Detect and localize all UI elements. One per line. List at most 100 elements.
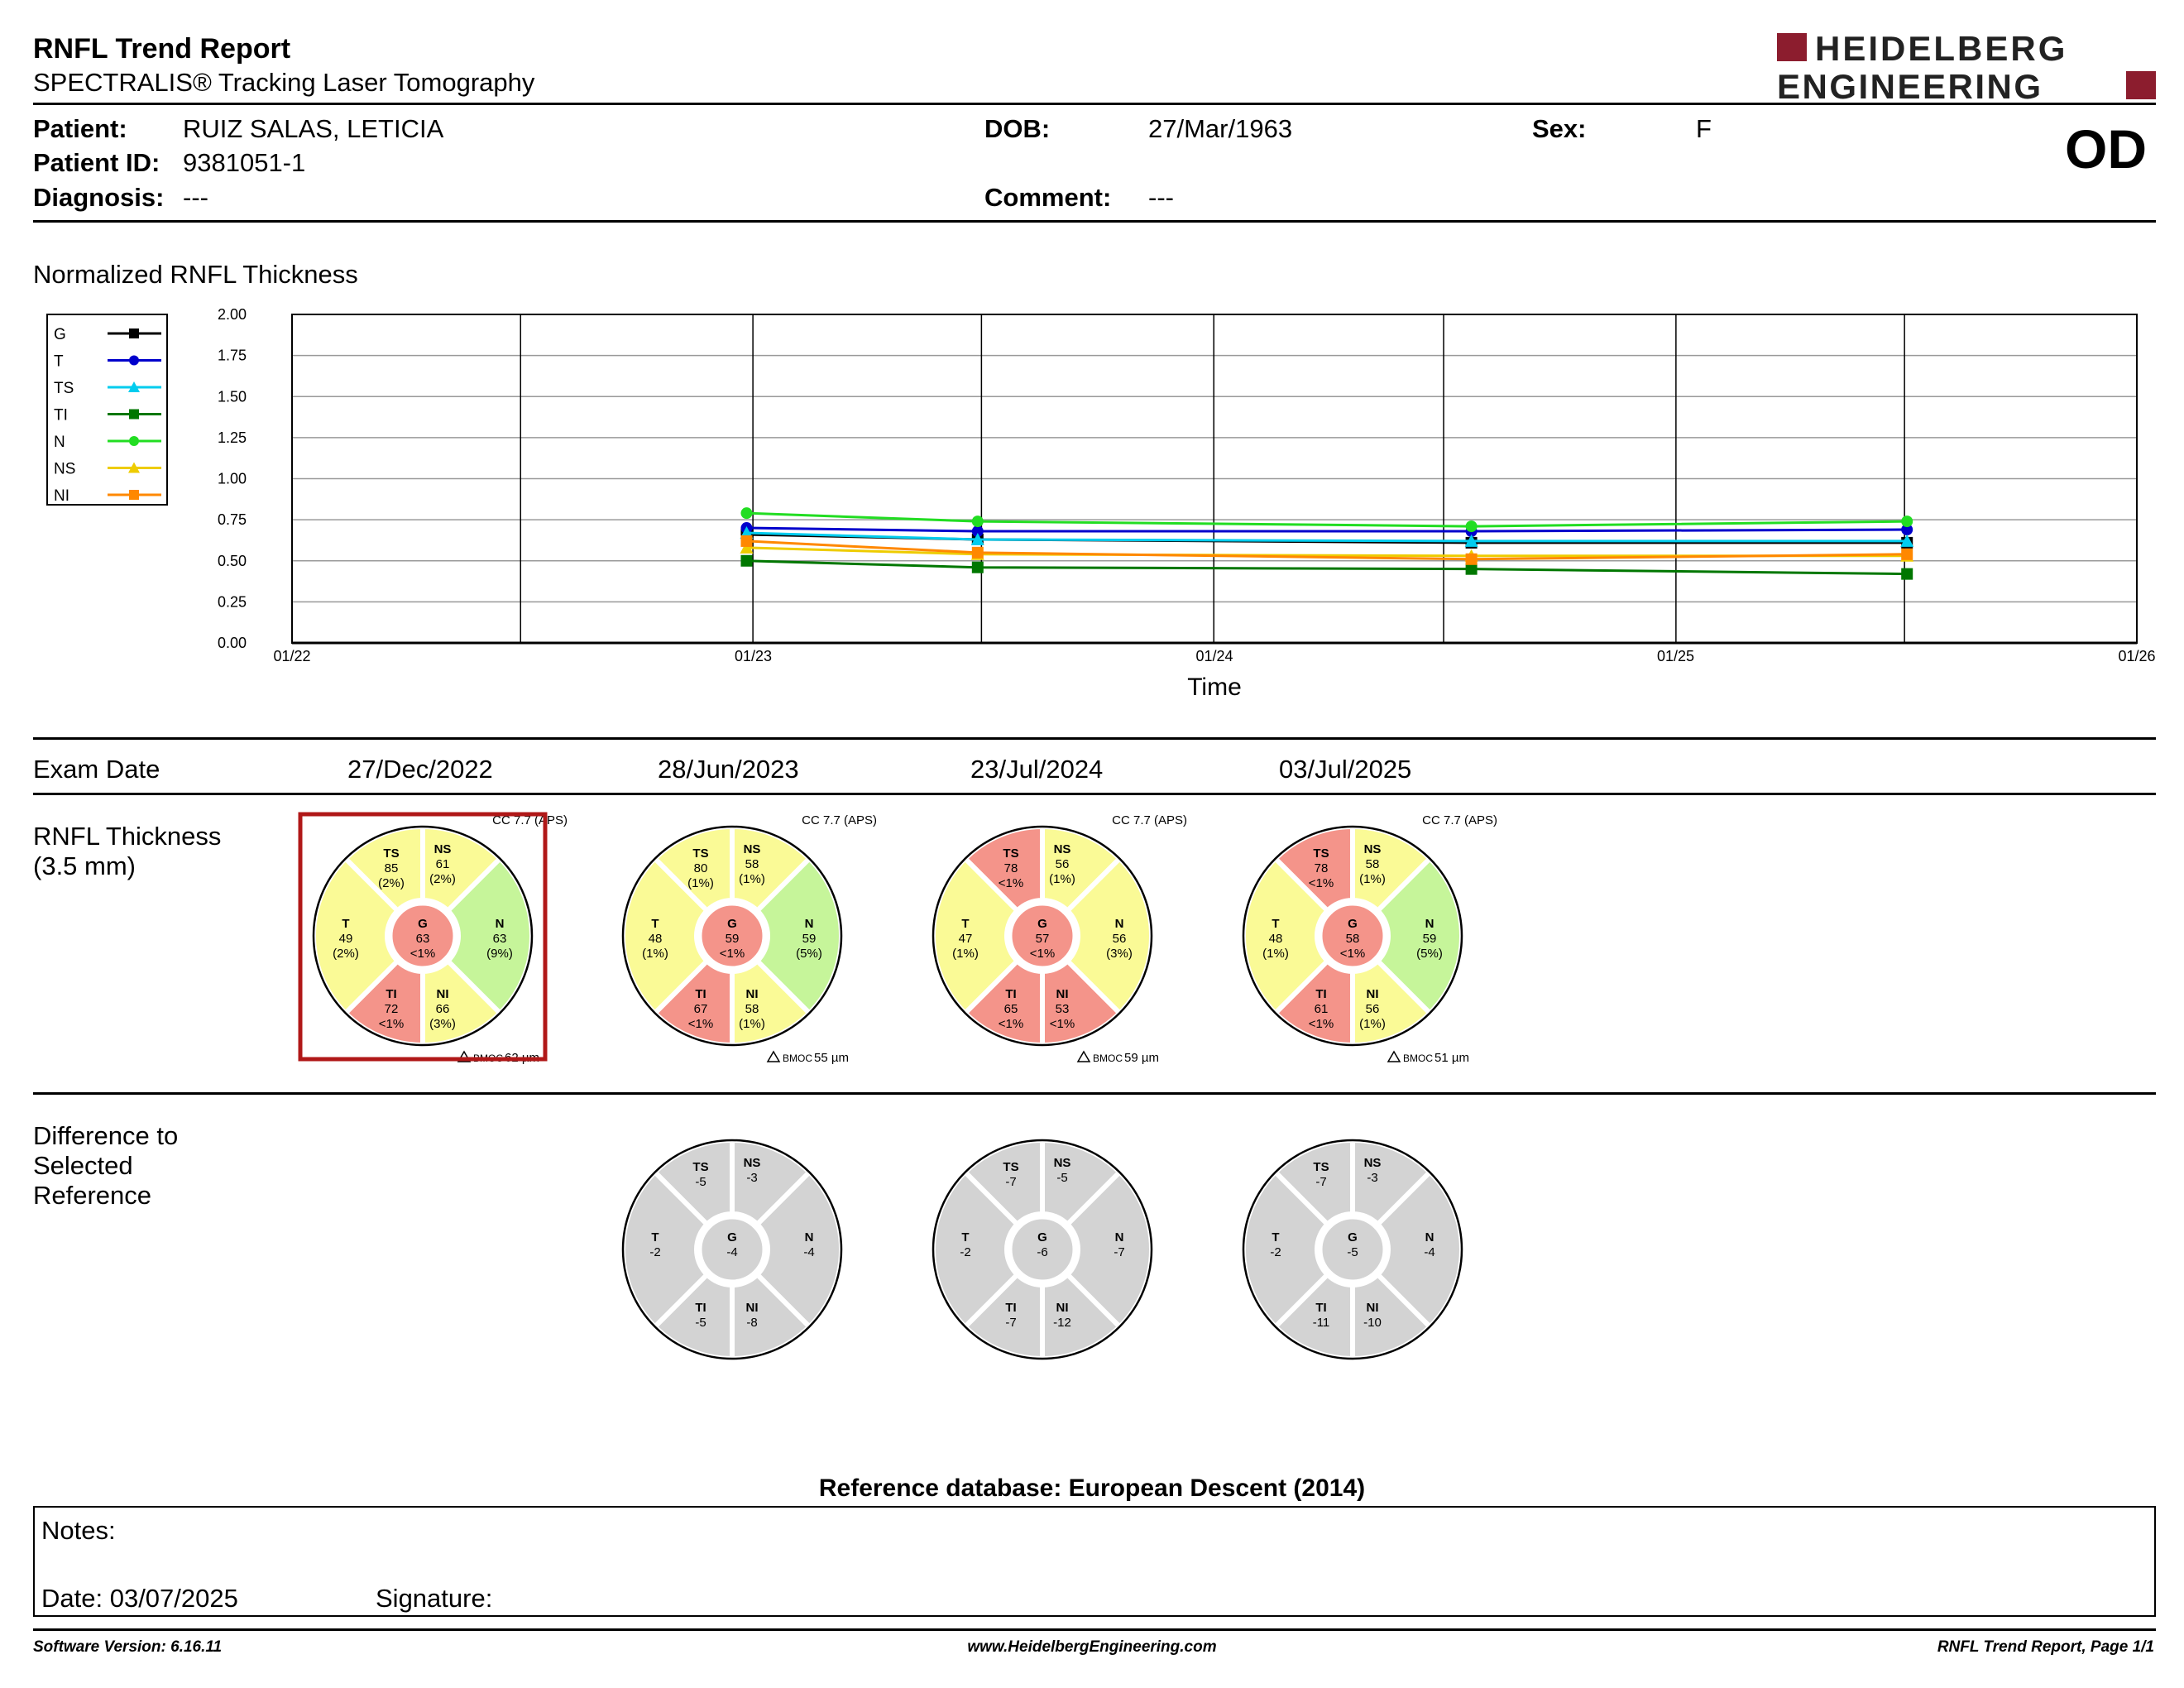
sector-value-ts: 78: [1315, 861, 1329, 875]
series-line-ti: [746, 559, 1908, 576]
data-point-n: [1465, 520, 1478, 533]
sector-value-n: 59: [1423, 932, 1437, 946]
sector-value-t: 49: [339, 932, 353, 946]
sector-pct-ti: <1%: [688, 1017, 713, 1031]
legend-marker-g: [129, 328, 139, 338]
sector-pct-n: (3%): [1106, 947, 1133, 961]
dob-value: 27/Mar/1963: [1148, 114, 1293, 143]
y-tick-label: 0.50: [218, 553, 247, 569]
sector-pct-ns: (1%): [739, 872, 765, 886]
legend-label-ni: NI: [54, 487, 69, 505]
data-point-n: [740, 507, 753, 520]
series-n: [740, 507, 1913, 533]
thickness-circles-row: TS 85 (2%) NS 61 (2%) N 63 (9%) NI 66 (3%) TI 72 <1% T 4…: [0, 809, 2184, 1074]
sector-label-ni: NI: [746, 1301, 759, 1315]
heidelberg-logo: HEIDELBERG ENGINEERING: [1777, 29, 2158, 106]
bmoc-label: BMOC: [783, 1053, 812, 1064]
data-point-t: [1901, 524, 1913, 536]
y-tick-label: 1.50: [218, 388, 247, 405]
report-subtitle: SPECTRALIS® Tracking Laser Tomography: [33, 68, 535, 97]
difference-circle-4: TS-7 NS-3 N-4 NI-10 TI-11 T-2 G-5: [1241, 1137, 1464, 1362]
patient-id-label: Patient ID:: [33, 148, 160, 177]
sector-pct-ns: (1%): [1049, 872, 1075, 886]
sector-pct-g: <1%: [1030, 947, 1055, 961]
cc-label: CC 7.7 (APS): [1112, 813, 1187, 827]
sector-label-ti: TI: [695, 1301, 706, 1315]
data-point-ti: [740, 554, 753, 567]
series-line-ts: [746, 531, 1908, 543]
difference-circles-svg: TS-5NS-3N-4NI-8TI-5T-2G-4TS-7NS-5N-7NI-1…: [620, 1137, 1464, 1362]
sector-label-n: N: [1115, 1230, 1124, 1244]
data-point-ni: [1901, 548, 1913, 560]
sector-diff-ni: -12: [1053, 1316, 1071, 1330]
sector-label-t: T: [651, 917, 659, 931]
sector-diff-n: -4: [1424, 1245, 1434, 1259]
sector-diff-ni: -8: [746, 1316, 757, 1330]
sector-label-ts: TS: [692, 1160, 708, 1174]
data-point-ts: [1900, 534, 1914, 547]
signature-label: Signature:: [376, 1584, 493, 1613]
patient-label: Patient:: [33, 114, 127, 143]
bmoc-label: BMOC: [1093, 1053, 1123, 1064]
sector-pct-ts: (2%): [378, 876, 405, 890]
sector-pct-n: (5%): [796, 947, 822, 961]
bmoc-value: 51 µm: [1434, 1051, 1469, 1065]
sector-pct-g: <1%: [410, 947, 435, 961]
sector-value-ts: 78: [1004, 861, 1018, 875]
patient-name: RUIZ SALAS, LETICIA: [183, 114, 444, 143]
data-point-ti: [971, 561, 984, 573]
sector-diff-ts: -5: [695, 1175, 706, 1189]
exam-date-3: 23/Jul/2024: [970, 755, 1104, 784]
legend-frame: [46, 314, 168, 506]
legend-marker-ts: [128, 381, 140, 392]
website-link[interactable]: www.HeidelbergEngineering.com: [967, 1638, 1217, 1656]
sector-label-ti: TI: [1315, 987, 1326, 1001]
sector-pct-g: <1%: [1340, 947, 1365, 961]
sector-value-ns: 58: [1366, 857, 1380, 871]
patient-id: 9381051-1: [183, 148, 306, 177]
exam-divider: [33, 793, 2156, 795]
thickness-circle-1: TS85(2%)NS61(2%)N63(9%)NI66(3%)TI72<1%T4…: [298, 812, 568, 1065]
rnfl-thickness-line1: RNFL Thickness: [33, 822, 222, 851]
page-number: RNFL Trend Report, Page 1/1: [1937, 1638, 2154, 1656]
logo-line1: HEIDELBERG: [1815, 30, 2067, 68]
sector-label-g: G: [727, 1230, 737, 1244]
sector-pct-ts: <1%: [999, 876, 1023, 890]
sector-value-ti: 72: [385, 1002, 399, 1016]
sector-label-ni: NI: [1056, 987, 1069, 1001]
reference-database: Reference database: European Descent (20…: [818, 1475, 1366, 1502]
cc-label: CC 7.7 (APS): [492, 813, 568, 827]
sector-value-ti: 61: [1315, 1002, 1329, 1016]
sector-pct-n: (5%): [1416, 947, 1443, 961]
exam-date-label: Exam Date: [33, 755, 160, 784]
sector-label-ts: TS: [1313, 846, 1329, 861]
circle-outline: [621, 825, 843, 1047]
series-ti: [740, 554, 1913, 580]
sector-label-ti: TI: [1315, 1301, 1326, 1315]
series-line-ni: [746, 539, 1908, 561]
y-tick-label: 0.25: [218, 593, 247, 610]
sector-label-n: N: [496, 917, 505, 931]
legend-label-ti: TI: [54, 407, 68, 424]
sector-label-ni: NI: [1367, 987, 1379, 1001]
sector-label-ns: NS: [1054, 1156, 1071, 1170]
header-divider: [33, 103, 2156, 105]
y-tick-label: 2.00: [218, 306, 247, 323]
difference-line1: Difference to: [33, 1121, 179, 1150]
data-point-ts: [1464, 534, 1478, 547]
x-tick-label: 01/24: [1195, 648, 1233, 664]
legend-marker-ti: [129, 409, 139, 420]
sector-pct-t: (1%): [642, 947, 668, 961]
delta-icon: [1076, 1050, 1091, 1062]
sector-diff-g: -5: [1347, 1245, 1358, 1259]
comment-label: Comment:: [984, 183, 1112, 212]
difference-circles-row: TS -5 NS -3 N -4 NI -8 TI -5 T -2 G -4 TS -7 NS -5 N -7 NI -1…: [0, 1125, 2184, 1374]
x-tick-label: 01/22: [273, 648, 310, 664]
y-tick-label: 1.00: [218, 471, 247, 487]
trend-chart-svg: 0.00 0.25 0.50 0.75 1.00 1.25 1.50 1.75 2.00 01/2…: [46, 306, 2156, 701]
sector-label-n: N: [1115, 917, 1124, 931]
selected-reference-frame: [298, 812, 548, 1062]
footer-divider: [33, 1628, 2156, 1631]
sector-g: [1009, 903, 1075, 969]
